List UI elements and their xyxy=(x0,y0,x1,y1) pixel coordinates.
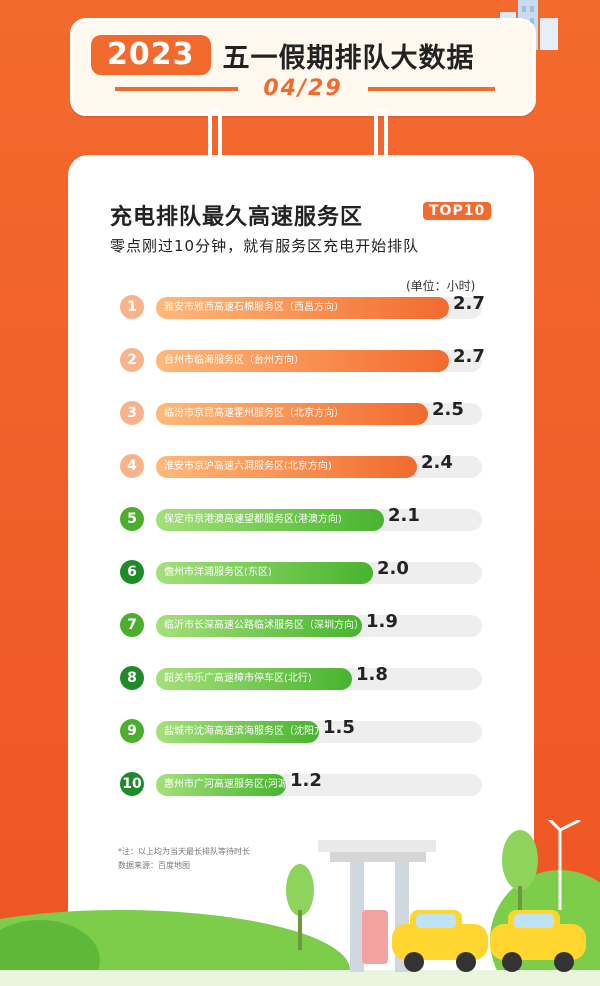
bar-value-label: 2.0 xyxy=(377,558,409,579)
year-badge: 2023 xyxy=(91,35,211,75)
unit-label: (单位：小时) xyxy=(406,279,476,293)
bar-value-label: 2.7 xyxy=(453,293,485,314)
bar-value-label: 2.4 xyxy=(421,452,453,473)
charging-station-scene xyxy=(0,820,600,986)
footnote-line-2: 数据来源：百度地图 xyxy=(118,861,190,870)
bar: 雅安市雅西高速石棉服务区（西昌方向） xyxy=(156,297,449,319)
bar-category-label: 雅安市雅西高速石棉服务区（西昌方向） xyxy=(164,302,344,313)
car-icon xyxy=(490,910,586,972)
rank-badge: 10 xyxy=(120,772,144,796)
chart-title: 充电排队最久高速服务区 xyxy=(110,205,364,230)
bar-category-label: 淮安市京沪高速六洞服务区(北京方向) xyxy=(164,461,332,472)
header-date: 04/29 xyxy=(238,76,368,101)
rank-badge: 8 xyxy=(120,666,144,690)
footnote-line-1: *注：以上均为当天最长排队等待时长 xyxy=(118,847,250,856)
bar-value-label: 2.1 xyxy=(388,505,420,526)
bar-category-label: 台州市临海服务区（台州方向） xyxy=(164,355,304,366)
bush xyxy=(0,920,100,986)
bar-value-label: 1.2 xyxy=(290,770,322,791)
bar: 儋州市洋浦服务区(东区) xyxy=(156,562,373,584)
chart-card: 充电排队最久高速服务区 TOP10 零点刚过10分钟，就有服务区充电开始排队 (… xyxy=(68,155,534,986)
bar-value-label: 1.5 xyxy=(323,717,355,738)
car-icon xyxy=(392,910,488,972)
bar: 惠州市广河高速服务区(河源方向) xyxy=(156,774,312,796)
bar-category-label: 惠州市广河高速服务区(河源方向) xyxy=(164,779,312,790)
bar: 临汾市京昆高速霍州服务区（北京方向） xyxy=(156,403,428,425)
bar-category-label: 保定市京港澳高速望都服务区(港澳方向) xyxy=(164,514,342,525)
rank-badge: 9 xyxy=(120,719,144,743)
header-title: 五一假期排队大数据 xyxy=(222,42,475,74)
top10-badge: TOP10 xyxy=(423,202,492,220)
bar-category-label: 韶关市乐广高速樟市停车区(北行) xyxy=(164,673,312,684)
bar: 淮安市京沪高速六洞服务区(北京方向) xyxy=(156,456,417,478)
bar-value-label: 2.5 xyxy=(432,399,464,420)
rank-badge: 7 xyxy=(120,613,144,637)
bar: 临沂市长深高速公路临沭服务区（深圳方向） xyxy=(156,615,364,637)
rank-badge: 4 xyxy=(120,454,144,478)
rank-badge: 5 xyxy=(120,507,144,531)
bar: 保定市京港澳高速望都服务区(港澳方向) xyxy=(156,509,384,531)
rank-badge: 2 xyxy=(120,348,144,372)
bar-category-label: 盐城市沈海高速滨海服务区（沈阳方向） xyxy=(164,726,344,737)
bar-value-label: 2.7 xyxy=(453,346,485,367)
footnote: *注：以上均为当天最长排队等待时长 数据来源：百度地图 xyxy=(118,845,250,873)
chart-subtitle: 零点刚过10分钟，就有服务区充电开始排队 xyxy=(110,237,420,255)
rank-badge: 6 xyxy=(120,560,144,584)
bar-value-label: 1.8 xyxy=(356,664,388,685)
bar: 台州市临海服务区（台州方向） xyxy=(156,350,449,372)
rank-badge: 3 xyxy=(120,401,144,425)
bar-value-label: 1.9 xyxy=(366,611,398,632)
bar: 盐城市沈海高速滨海服务区（沈阳方向） xyxy=(156,721,344,743)
bar-category-label: 临汾市京昆高速霍州服务区（北京方向） xyxy=(164,408,344,419)
bar-category-label: 儋州市洋浦服务区(东区) xyxy=(164,567,272,578)
rank-badge: 1 xyxy=(120,295,144,319)
wind-turbine-icon xyxy=(547,820,581,910)
bar: 韶关市乐广高速樟市停车区(北行) xyxy=(156,668,352,690)
ground xyxy=(0,970,600,986)
header-card: 2023 五一假期排队大数据 04/29 xyxy=(70,18,536,116)
bar-category-label: 临沂市长深高速公路临沭服务区（深圳方向） xyxy=(164,620,364,631)
